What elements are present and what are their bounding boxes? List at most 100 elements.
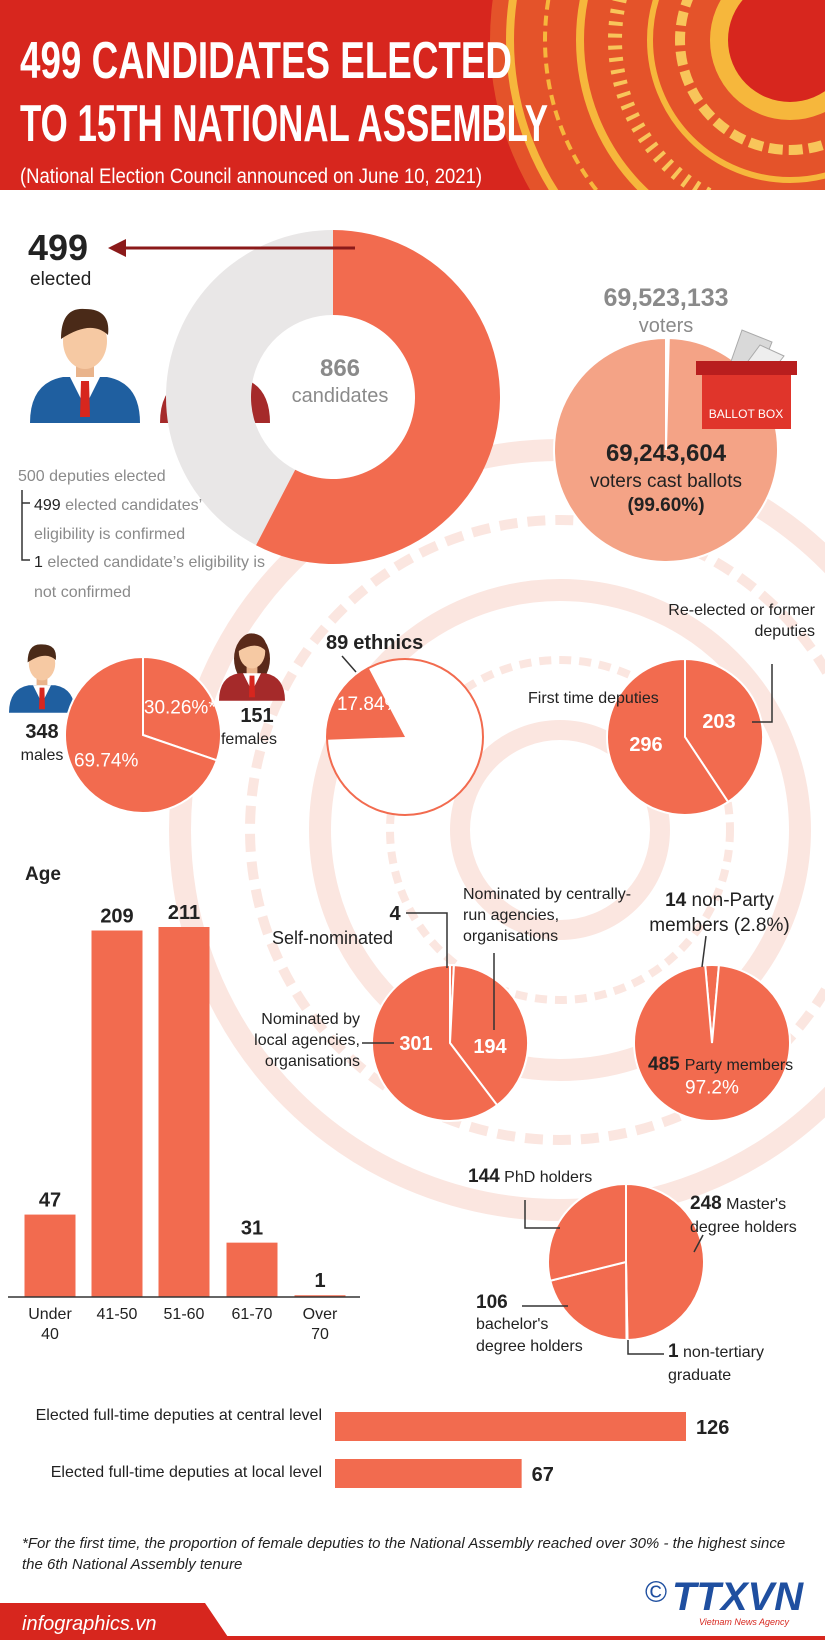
value-label: 209 bbox=[100, 906, 133, 928]
donut-rest bbox=[166, 229, 333, 546]
x-tick-label: 41-50 bbox=[89, 1305, 145, 1325]
leader-line bbox=[627, 1340, 664, 1355]
category-label: 485 Party members bbox=[648, 1054, 793, 1075]
footer-band bbox=[0, 1603, 230, 1640]
value-label: 211 bbox=[168, 902, 200, 924]
cast-caption: voters cast ballots bbox=[590, 471, 742, 492]
category-label-part: bachelor's degree holders bbox=[476, 1316, 583, 1355]
pie-slice bbox=[606, 657, 730, 816]
male-icon bbox=[9, 644, 75, 713]
category-label: Nominated by centrally-run agencies, org… bbox=[463, 884, 643, 947]
center-value: 866 bbox=[320, 355, 360, 382]
pie-slice bbox=[549, 1260, 628, 1342]
value-label: 348 bbox=[25, 721, 58, 743]
category-label: Nominated by local agencies, organisatio… bbox=[238, 1009, 360, 1072]
leader-line bbox=[524, 1200, 560, 1229]
hair-top bbox=[237, 633, 267, 652]
x-tick-label-part: 41-50 bbox=[96, 1306, 138, 1323]
box-label: BALLOT BOX bbox=[709, 407, 783, 421]
category-label-part: 248 bbox=[690, 1193, 722, 1214]
x-tick-label-part: 61-70 bbox=[231, 1306, 273, 1323]
bar bbox=[335, 1412, 686, 1441]
site-name: infographics.vn bbox=[22, 1613, 157, 1635]
category-label-part: (2.8%) bbox=[733, 915, 790, 936]
note-item-part: 499 bbox=[34, 497, 61, 514]
bar bbox=[294, 1295, 346, 1297]
x-tick-label: Under 40 bbox=[22, 1305, 78, 1345]
category-label: 1 non-tertiary graduate bbox=[668, 1340, 800, 1387]
category-label: females bbox=[221, 731, 277, 748]
note-item: 1 elected candidate’s eligibility is not… bbox=[34, 548, 274, 608]
chart-title: Age bbox=[25, 864, 61, 885]
category-label: Re-elected or former deputies bbox=[655, 600, 815, 642]
total-caption: voters bbox=[639, 315, 693, 337]
pie-slice bbox=[371, 963, 499, 1122]
arrow-head bbox=[108, 239, 126, 257]
category-label: First time deputies bbox=[528, 690, 659, 707]
note-heading: 500 deputies elected bbox=[18, 468, 166, 485]
category-label-part: Nominated by local agencies, organisatio… bbox=[254, 1011, 360, 1070]
category-label: Self-nominated bbox=[272, 928, 393, 948]
note-item-part: elected candidates’ eligibility is confi… bbox=[34, 497, 202, 543]
male-icon bbox=[30, 308, 140, 423]
hair-top bbox=[61, 308, 109, 339]
leader-line bbox=[406, 912, 448, 968]
pie-slice bbox=[448, 964, 529, 1107]
category-label: males bbox=[21, 747, 64, 764]
tie bbox=[39, 687, 45, 710]
footnote-part: *For the first time, the proportion of f… bbox=[22, 1535, 786, 1573]
percent-label: 17.84% bbox=[337, 694, 402, 715]
ballot-box bbox=[702, 375, 791, 429]
footer-line bbox=[0, 1636, 825, 1640]
value-label: 126 bbox=[696, 1417, 729, 1439]
category-label-part: 485 bbox=[648, 1054, 680, 1075]
center-caption: candidates bbox=[292, 385, 389, 407]
share-label: (99.60%) bbox=[627, 495, 704, 516]
category-label-part: Party members bbox=[685, 1057, 793, 1074]
bar bbox=[91, 930, 143, 1297]
value-label: 89 ethnics bbox=[326, 632, 423, 654]
value-label: 47 bbox=[39, 1190, 61, 1212]
value-label-part: 89 bbox=[326, 632, 348, 654]
category-label-part: Master's degree holders bbox=[690, 1196, 797, 1236]
note-bracket bbox=[21, 490, 30, 561]
category-label-part: 144 bbox=[468, 1166, 500, 1187]
category-label-part: non-Party members bbox=[649, 890, 774, 936]
category-label: 106 bachelor's degree holders bbox=[476, 1292, 601, 1358]
percent-label: 69.74% bbox=[74, 750, 139, 771]
value-label: 1 bbox=[314, 1270, 325, 1292]
category-label: 14 non-Party members (2.8%) bbox=[632, 888, 807, 938]
value-label: 203 bbox=[702, 711, 735, 733]
tie bbox=[249, 675, 255, 698]
pie-slice bbox=[142, 655, 222, 762]
percent-label: 97.2% bbox=[685, 1077, 739, 1098]
category-label: 144 PhD holders bbox=[468, 1166, 688, 1188]
category-label-part: non-tertiary graduate bbox=[668, 1344, 764, 1384]
bar bbox=[335, 1459, 522, 1488]
leader-line bbox=[701, 935, 707, 968]
category-label-part: 14 bbox=[665, 890, 687, 911]
bar bbox=[158, 927, 210, 1297]
title-line: 499 CANDIDATES ELECTED bbox=[20, 32, 512, 90]
pie-slice bbox=[547, 1182, 627, 1282]
agency-name: Vietnam News Agency bbox=[699, 1617, 790, 1627]
note-item: 499 elected candidates’ eligibility is c… bbox=[34, 491, 234, 549]
pie-slice bbox=[64, 655, 219, 814]
percent-label: 30.26%* bbox=[144, 698, 216, 719]
female-icon bbox=[219, 633, 285, 701]
category-label-part: 1 bbox=[668, 1341, 679, 1362]
note-item-part: elected candidate’s eligibility is not c… bbox=[34, 554, 265, 601]
value-label: 499 bbox=[28, 227, 88, 268]
footnote: *For the first time, the proportion of f… bbox=[22, 1533, 792, 1575]
leader-line bbox=[693, 1234, 704, 1253]
y-tick-label-part: Elected full-time deputies at local leve… bbox=[50, 1464, 322, 1481]
leader-line bbox=[752, 664, 773, 723]
category-label-part: Re-elected or former deputies bbox=[668, 602, 815, 640]
cast-label: 69,243,604 bbox=[606, 440, 727, 467]
leader-line bbox=[341, 655, 357, 673]
copyright: © bbox=[645, 1576, 667, 1609]
x-tick-label-part: Under 40 bbox=[28, 1306, 72, 1343]
x-tick-label: 51-60 bbox=[156, 1305, 212, 1325]
